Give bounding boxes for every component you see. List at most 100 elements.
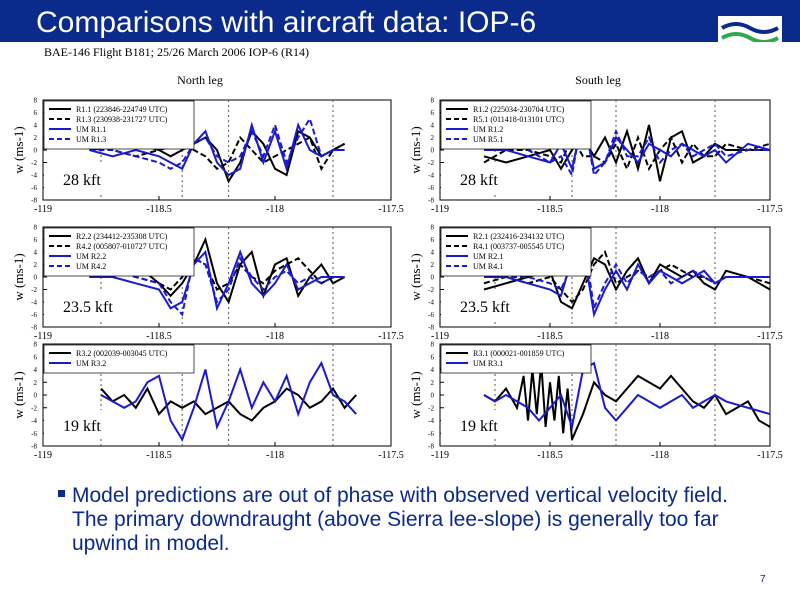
legend-entry: R4.2 (005807-010727 UTC) bbox=[76, 242, 168, 251]
legend-box bbox=[43, 344, 195, 374]
legend-entry: UM R1.3 bbox=[76, 135, 106, 144]
y-tick-label: 2 bbox=[34, 379, 38, 387]
y-tick-label: -8 bbox=[428, 443, 434, 451]
y-tick-label: 8 bbox=[431, 97, 435, 105]
legend: R3.2 (002039-003045 UTC)UM R3.2 bbox=[43, 344, 195, 374]
legend-entry: UM R1.2 bbox=[473, 125, 503, 134]
y-tick-label: 8 bbox=[34, 341, 38, 349]
series-line bbox=[89, 121, 345, 177]
panel-south-23.5: 8 6 4 2 0 -2 -4 -6 -8-119 -118.5 -118 -117.5 w (ms-1… bbox=[408, 224, 783, 343]
x-tick-label: -118 bbox=[651, 331, 669, 342]
series-line bbox=[89, 256, 345, 317]
y-tick-label: 4 bbox=[431, 122, 435, 130]
series-line bbox=[483, 112, 770, 178]
y-tick-label: 4 bbox=[431, 366, 435, 374]
y-axis-label: w (ms-1) bbox=[408, 126, 423, 173]
x-tick-label: -117.5 bbox=[378, 450, 403, 461]
x-tick-label: -119 bbox=[431, 450, 449, 461]
altitude-label-bg bbox=[44, 291, 128, 319]
y-tick-label: 0 bbox=[431, 392, 435, 400]
x-tick-label: -119 bbox=[431, 331, 449, 342]
series-line bbox=[89, 249, 345, 312]
x-tick-label: -118.5 bbox=[537, 331, 562, 342]
page-number: 7 bbox=[760, 574, 766, 585]
y-tick-label: 0 bbox=[34, 274, 38, 282]
series-line bbox=[483, 363, 771, 440]
x-tick-label: -118.5 bbox=[146, 331, 171, 342]
legend-entry: R2.2 (234412-235308 UTC) bbox=[76, 232, 168, 241]
y-tick-label: 8 bbox=[431, 341, 435, 349]
legend: R1.2 (225034-230704 UTC)R5.1 (011418-013… bbox=[440, 100, 592, 150]
column-label-north: North leg bbox=[177, 73, 223, 87]
figure-header: BAE-146 Flight B181; 25/26 March 2006 IO… bbox=[44, 45, 309, 59]
x-tick-label: -118.5 bbox=[537, 204, 562, 215]
panel-north-28: 8 6 4 2 0 -2 -4 -6 -8-119 -118.5 -118 -117.5 w (ms-1… bbox=[11, 97, 404, 216]
y-tick-label: -8 bbox=[428, 324, 434, 332]
altitude-label-bg bbox=[441, 410, 525, 438]
y-tick-label: -2 bbox=[428, 286, 434, 294]
series-line bbox=[89, 116, 345, 170]
panel-south-28: 8 6 4 2 0 -2 -4 -6 -8-119 -118.5 -118 -117.5 w (ms-1… bbox=[408, 97, 783, 216]
y-tick-label: -6 bbox=[428, 184, 434, 192]
legend: R1.1 (223846-224749 UTC)R1.3 (230938-231… bbox=[43, 100, 195, 150]
legend-entry: R1.3 (230938-231727 UTC) bbox=[76, 115, 168, 124]
legend-entry: R1.2 (225034-230704 UTC) bbox=[473, 105, 565, 114]
legend-entry: R4.1 (003737-005545 UTC) bbox=[473, 242, 565, 251]
x-tick-label: -117.5 bbox=[757, 331, 782, 342]
y-tick-label: -2 bbox=[31, 404, 37, 412]
legend: R3.1 (000021-001859 UTC)UM R3.1 bbox=[440, 344, 592, 374]
bullet-marker-icon bbox=[58, 490, 65, 497]
y-tick-label: -6 bbox=[31, 430, 37, 438]
bullet-point: Model predictions are out of phase with … bbox=[58, 484, 758, 556]
x-tick-label: -117.5 bbox=[757, 204, 782, 215]
x-tick-label: -118 bbox=[266, 331, 284, 342]
y-tick-label: -2 bbox=[31, 159, 37, 167]
y-tick-label: 8 bbox=[431, 224, 435, 232]
y-tick-label: -4 bbox=[31, 417, 37, 425]
x-tick-label: -118 bbox=[266, 450, 284, 461]
y-tick-label: -2 bbox=[428, 159, 434, 167]
altitude-label: 23.5 kft bbox=[460, 299, 510, 316]
legend-entry: UM R3.1 bbox=[473, 359, 503, 368]
y-axis-label: w (ms-1) bbox=[11, 253, 26, 300]
x-tick-label: -118.5 bbox=[537, 450, 562, 461]
y-tick-label: -4 bbox=[31, 172, 37, 180]
x-tick-label: -117.5 bbox=[378, 204, 403, 215]
y-tick-label: 0 bbox=[34, 392, 38, 400]
y-tick-label: 4 bbox=[34, 366, 38, 374]
y-axis-label: w (ms-1) bbox=[11, 126, 26, 173]
x-tick-label: -118 bbox=[651, 450, 669, 461]
legend-entry: UM R1.1 bbox=[76, 125, 106, 134]
legend-entry: R2.1 (232416-234132 UTC) bbox=[473, 232, 565, 241]
legend-entry: UM R5.1 bbox=[473, 135, 503, 144]
y-tick-label: 6 bbox=[431, 109, 435, 117]
y-tick-label: 8 bbox=[34, 224, 38, 232]
y-tick-label: -6 bbox=[428, 430, 434, 438]
y-tick-label: 0 bbox=[431, 274, 435, 282]
legend-entry: R1.1 (223846-224749 UTC) bbox=[76, 105, 168, 114]
legend-entry: UM R4.2 bbox=[76, 262, 106, 271]
y-tick-label: 4 bbox=[34, 249, 38, 257]
altitude-label: 23.5 kft bbox=[63, 299, 113, 316]
altitude-label-bg bbox=[44, 164, 128, 192]
x-tick-label: -119 bbox=[431, 204, 449, 215]
legend: R2.1 (232416-234132 UTC)R4.1 (003737-005… bbox=[440, 227, 592, 277]
legend-entry: UM R3.2 bbox=[76, 359, 106, 368]
legend-entry: UM R2.1 bbox=[473, 252, 503, 261]
y-axis-label: w (ms-1) bbox=[11, 371, 26, 418]
y-axis-label: w (ms-1) bbox=[408, 371, 423, 418]
panel-north-23.5: 8 6 4 2 0 -2 -4 -6 -8-119 -118.5 -118 -117.5 w (ms-1… bbox=[11, 224, 404, 343]
y-axis-label: w (ms-1) bbox=[408, 253, 423, 300]
y-tick-label: 2 bbox=[431, 379, 435, 387]
y-tick-label: -4 bbox=[428, 172, 434, 180]
y-tick-label: 8 bbox=[34, 97, 38, 105]
y-tick-label: -8 bbox=[31, 443, 37, 451]
y-tick-label: 4 bbox=[431, 249, 435, 257]
series-line bbox=[100, 360, 357, 442]
y-tick-label: -4 bbox=[428, 417, 434, 425]
y-tick-label: 6 bbox=[34, 236, 38, 244]
legend-entry: R3.1 (000021-001859 UTC) bbox=[473, 349, 565, 358]
bullet-text: Model predictions are out of phase with … bbox=[72, 484, 729, 555]
legend-entry: R5.1 (011418-013101 UTC) bbox=[473, 115, 564, 124]
altitude-label: 19 kft bbox=[63, 418, 101, 435]
